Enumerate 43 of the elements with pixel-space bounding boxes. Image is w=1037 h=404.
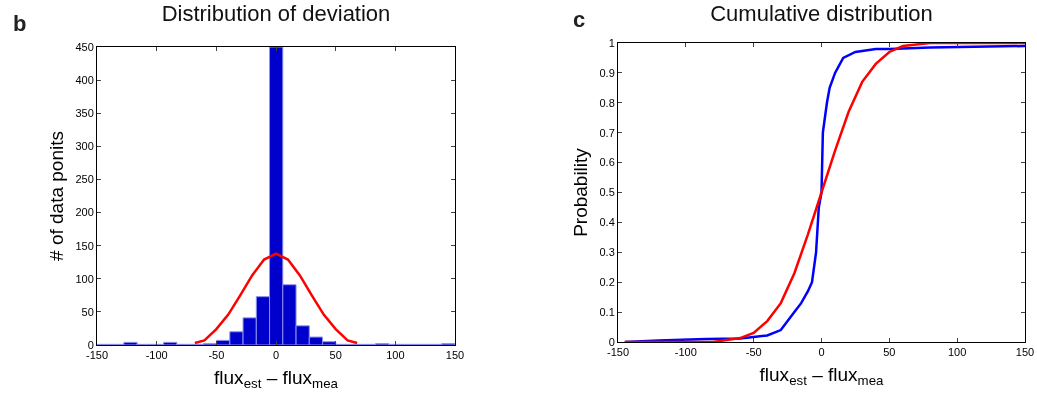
x-tick-label: -50 [745,346,762,359]
x-axis-title: flux$_{est}$ – flux$_{mea}$ [759,364,885,388]
x-tick-label: 100 [947,346,967,359]
y-tick-label: 200 [75,206,94,219]
x-axis-title: flux$_{est}$ – flux$_{mea}$ [214,367,339,391]
x-tick-label: -100 [145,349,168,362]
y-axis-title: Probability [570,147,592,237]
x-tick-label: 100 [386,349,405,362]
x-tick-label: 150 [1015,346,1035,359]
chart-title: Distribution of deviation [161,1,391,27]
x-tick-label: -150 [606,346,630,359]
y-tick-label: 350 [75,107,94,120]
y-tick-label: 0.5 [599,186,615,199]
x-tick-label: 50 [329,349,342,362]
x-tick-label: -50 [208,349,225,362]
y-tick-label: 1 [608,36,615,49]
x-tick-label: 0 [272,349,280,362]
text: b [13,11,27,36]
y-tick-label: 50 [81,305,94,318]
y-tick-label: 150 [75,239,94,252]
y-tick-label: 0.7 [599,126,615,139]
y-tick-label: 0.2 [599,276,615,289]
text: c [573,7,586,32]
y-tick-label: 450 [75,40,94,53]
y-tick-label: 0 [87,338,94,351]
y-tick-label: 0.4 [599,216,615,229]
y-tick-label: 0.9 [599,66,615,79]
y-tick-label: 300 [75,140,94,153]
y-tick-label: 250 [75,173,94,186]
x-tick-label: 0 [818,346,825,359]
x-tick-label: -150 [85,349,109,362]
x-tick-label: -100 [674,346,697,359]
y-axis-title: # of data ponits [46,131,68,261]
x-tick-label: 150 [445,349,465,362]
y-tick-label: 100 [75,272,94,285]
y-tick-label: 0.1 [599,305,615,318]
x-tick-label: 50 [883,346,896,359]
y-tick-label: 0.3 [599,246,615,259]
chart-title: Cumulative distribution [710,1,933,27]
y-tick-label: 0.6 [599,156,615,169]
y-tick-label: 0 [608,335,615,348]
y-tick-label: 400 [75,73,94,86]
y-tick-label: 0.8 [599,96,615,109]
